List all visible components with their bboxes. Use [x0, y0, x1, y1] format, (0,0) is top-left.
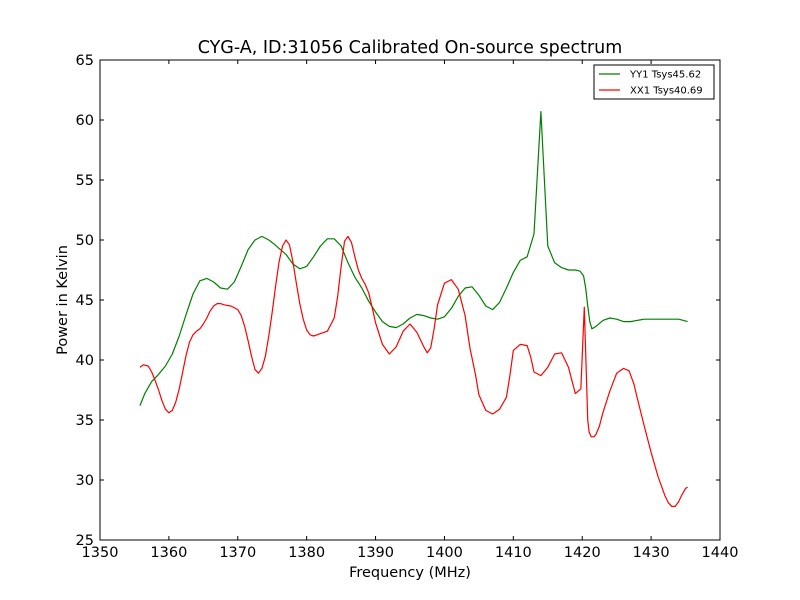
series-line-1	[139, 110, 688, 406]
legend-label-2: XX1 Tsys40.69	[630, 86, 703, 97]
x-tick-label: 1370	[219, 545, 256, 561]
legend-box	[593, 64, 715, 100]
legend: YY1 Tsys45.62 XX1 Tsys40.69	[593, 64, 715, 100]
y-tick-label: 40	[76, 353, 94, 369]
legend-label-1: YY1 Tsys45.62	[629, 70, 701, 81]
y-tick-label: 50	[76, 233, 94, 249]
series-line-2	[139, 235, 688, 507]
y-tick-label: 35	[76, 413, 94, 429]
y-tick-label: 25	[76, 533, 94, 549]
plot-background	[100, 60, 720, 540]
y-tick-label: 55	[76, 173, 94, 189]
plot-area	[99, 59, 721, 541]
x-axis: 1350 1360 1370 1380 1390 1400 1410 1420 1430 1440	[82, 60, 739, 561]
chart-title: CYG-A, ID:31056 Calibrated On-source spe…	[198, 38, 623, 58]
series-layer	[139, 110, 688, 507]
x-tick-label: 1390	[357, 545, 394, 561]
y-tick-label: 60	[76, 113, 94, 129]
y-tick-label: 45	[76, 293, 94, 309]
x-axis-title: Frequency (MHz)	[349, 565, 471, 581]
x-tick-label: 1440	[702, 545, 739, 561]
x-tick-label: 1400	[426, 545, 463, 561]
x-tick-label: 1380	[288, 545, 325, 561]
x-tick-label: 1410	[495, 545, 532, 561]
x-tick-label: 1420	[564, 545, 601, 561]
x-tick-label: 1430	[633, 545, 670, 561]
x-tick-label: 1360	[150, 545, 187, 561]
y-axis-title: Power in Kelvin	[55, 245, 71, 355]
y-axis: 25 30 35 40 45 50 55 60 65	[76, 53, 720, 549]
y-tick-label: 30	[76, 473, 94, 489]
y-tick-label: 65	[76, 53, 94, 69]
x-tick-label: 1350	[82, 545, 119, 561]
